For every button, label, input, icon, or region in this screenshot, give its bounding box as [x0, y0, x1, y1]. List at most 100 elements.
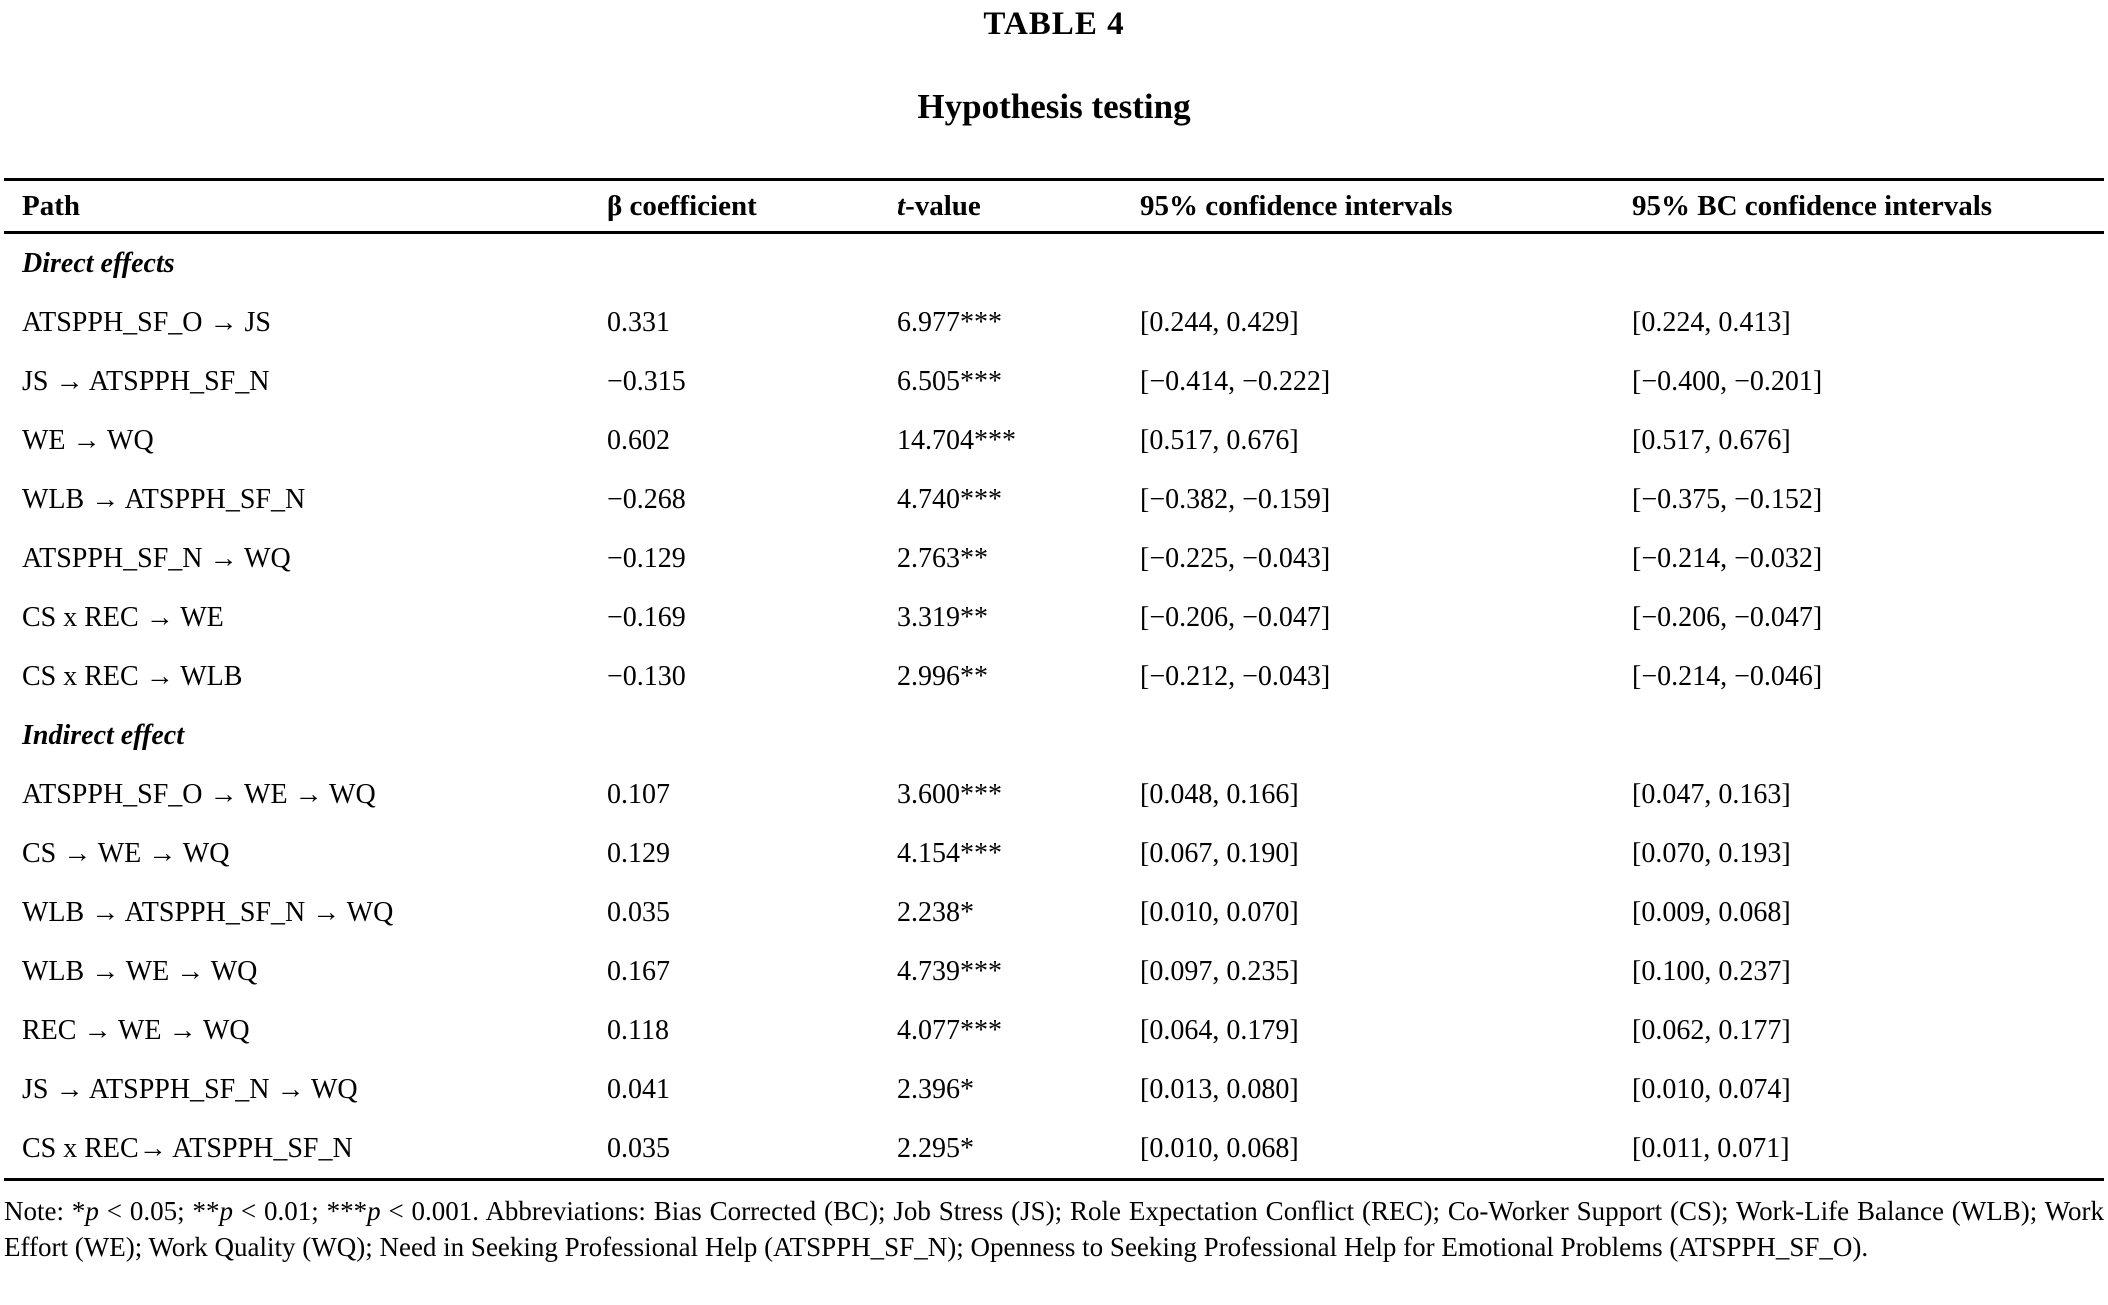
bc-ci-cell: [0.100, 0.237] — [1632, 955, 1791, 987]
path-cell: WLB → ATSPPH_SF_N — [22, 483, 306, 515]
data-row: JS → ATSPPH_SF_N → WQ 0.041 2.396* [0.013, … — [4, 1060, 2104, 1119]
data-row: CS x REC → WE −0.169 3.319** [−0.206, −0.04… — [4, 588, 2104, 647]
sig-2-stars: ** — [192, 1196, 220, 1226]
bc-ci-cell: [0.011, 0.071] — [1614, 1119, 2104, 1181]
beta-cell: 0.041 — [607, 1073, 670, 1105]
ci-cell: [0.064, 0.179] — [1140, 1014, 1299, 1046]
ci-cell: [−0.414, −0.222] — [1140, 365, 1331, 397]
t-value-cell: 4.154*** — [897, 837, 1002, 869]
ci-cell: [−0.225, −0.043] — [1140, 542, 1331, 574]
path-cell: JS → ATSPPH_SF_N → WQ — [22, 1073, 358, 1105]
ci-cell: [0.244, 0.429] — [1140, 306, 1299, 338]
sig-2-rest: < 0.01; — [232, 1196, 327, 1226]
beta-cell: −0.169 — [607, 601, 686, 633]
beta-cell: 0.602 — [607, 424, 670, 456]
column-header-t-value: t-value — [879, 178, 1122, 234]
bc-ci-cell: [0.224, 0.413] — [1632, 306, 1791, 338]
bc-ci-cell: [0.047, 0.163] — [1632, 778, 1791, 810]
ci-cell: [−0.382, −0.159] — [1140, 483, 1331, 515]
bc-ci-cell: [0.070, 0.193] — [1632, 837, 1791, 869]
beta-cell: 0.331 — [607, 306, 670, 338]
section-header-row: Indirect effect — [4, 706, 2104, 765]
bc-ci-cell: [−0.214, −0.046] — [1632, 660, 1823, 692]
data-row: ATSPPH_SF_N → WQ −0.129 2.763** [−0.225, −0… — [4, 529, 2104, 588]
data-row: ATSPPH_SF_O → JS 0.331 6.977*** [0.244, 0.4… — [4, 293, 2104, 352]
bc-ci-cell: [−0.206, −0.047] — [1632, 601, 1823, 633]
ci-cell: [0.517, 0.676] — [1140, 424, 1299, 456]
t-rest: -value — [905, 189, 981, 222]
t-value-cell: 2.996** — [897, 660, 988, 692]
section-header: Direct effects — [22, 247, 175, 279]
data-row: WLB → ATSPPH_SF_N −0.268 4.740*** [−0.382, … — [4, 470, 2104, 529]
path-cell: REC → WE → WQ — [22, 1014, 250, 1046]
t-value-cell: 2.295* — [879, 1119, 1122, 1181]
t-value-cell: 6.977*** — [897, 306, 1002, 338]
beta-cell: −0.130 — [607, 660, 686, 692]
note-label: Note: — [4, 1196, 72, 1226]
data-row: WE → WQ 0.602 14.704*** [0.517, 0.676] [0.51… — [4, 411, 2104, 470]
ci-cell: [0.067, 0.190] — [1140, 837, 1299, 869]
beta-cell: 0.118 — [607, 1014, 669, 1046]
table-body: Direct effects ATSPPH_SF_O → JS 0.331 6.977… — [4, 233, 2104, 1181]
ci-cell: [0.097, 0.235] — [1140, 955, 1299, 987]
data-row: ATSPPH_SF_O → WE → WQ 0.107 3.600*** [0.048… — [4, 765, 2104, 824]
beta-cell: 0.167 — [607, 955, 670, 987]
column-header-ci: 95% confidence intervals — [1122, 178, 1614, 234]
data-row: CS x REC → WLB −0.130 2.996** [−0.212, −0.0… — [4, 647, 2104, 706]
ci-cell: [0.010, 0.068] — [1122, 1119, 1614, 1181]
table-header: Path β coefficient t-value 95% confidenc… — [4, 178, 2104, 234]
column-header-beta: β coefficient — [589, 178, 879, 234]
t-value-cell: 4.740*** — [897, 483, 1002, 515]
ci-cell: [0.013, 0.080] — [1140, 1073, 1299, 1105]
path-cell: CS x REC → WLB — [22, 660, 243, 692]
data-row: WLB → WE → WQ 0.167 4.739*** [0.097, 0.235]… — [4, 942, 2104, 1001]
ci-cell: [0.010, 0.070] — [1140, 896, 1299, 928]
t-value-cell: 6.505*** — [897, 365, 1002, 397]
sig-3-p: p — [367, 1196, 381, 1226]
ci-cell: [0.048, 0.166] — [1140, 778, 1299, 810]
t-value-cell: 2.396* — [897, 1073, 974, 1105]
table-caption: Hypothesis testing — [917, 87, 1191, 126]
beta-cell: −0.315 — [607, 365, 686, 397]
bc-ci-cell: [0.062, 0.177] — [1632, 1014, 1791, 1046]
sig-2-p: p — [219, 1196, 233, 1226]
section-header: Indirect effect — [22, 719, 184, 751]
beta-cell: −0.268 — [607, 483, 686, 515]
t-value-cell: 2.238* — [897, 896, 974, 928]
beta-cell: 0.107 — [607, 778, 670, 810]
sig-3-rest: < 0.001. — [380, 1196, 486, 1226]
data-row: CS → WE → WQ 0.129 4.154*** [0.067, 0.190] [… — [4, 824, 2104, 883]
path-cell: WE → WQ — [22, 424, 154, 456]
bc-ci-cell: [0.010, 0.074] — [1632, 1073, 1791, 1105]
path-cell: CS → WE → WQ — [22, 837, 230, 869]
column-header-bc-ci: 95% BC confidence intervals — [1614, 178, 2104, 234]
bc-ci-cell: [0.009, 0.068] — [1632, 896, 1791, 928]
table-label: TABLE 4 — [983, 6, 1125, 42]
sig-1-rest: < 0.05; — [98, 1196, 193, 1226]
beta-cell: 0.035 — [589, 1119, 879, 1181]
path-cell: JS → ATSPPH_SF_N — [22, 365, 270, 397]
sig-1-stars: * — [71, 1196, 86, 1226]
data-row: JS → ATSPPH_SF_N −0.315 6.505*** [−0.414, −… — [4, 352, 2104, 411]
ci-cell: [−0.206, −0.047] — [1140, 601, 1331, 633]
path-cell: CS x REC→ ATSPPH_SF_N — [4, 1119, 589, 1181]
t-value-cell: 3.600*** — [897, 778, 1002, 810]
bc-ci-cell: [−0.375, −0.152] — [1632, 483, 1823, 515]
data-row: WLB → ATSPPH_SF_N → WQ 0.035 2.238* [0.010,… — [4, 883, 2104, 942]
sig-1-p: p — [85, 1196, 99, 1226]
path-cell: WLB → ATSPPH_SF_N → WQ — [22, 896, 394, 928]
t-value-cell: 4.739*** — [897, 955, 1002, 987]
t-value-cell: 3.319** — [897, 601, 988, 633]
path-cell: ATSPPH_SF_O → JS — [22, 306, 271, 338]
hypothesis-table: Path β coefficient t-value 95% confidenc… — [4, 178, 2104, 1181]
beta-cell: 0.035 — [607, 896, 670, 928]
t-value-cell: 2.763** — [897, 542, 988, 574]
t-value-cell: 14.704*** — [897, 424, 1016, 456]
table-note: Note: *p < 0.05; **p < 0.01; ***p < 0.00… — [4, 1193, 2104, 1265]
sig-3-stars: *** — [326, 1196, 368, 1226]
t-value-cell: 4.077*** — [897, 1014, 1002, 1046]
bc-ci-cell: [−0.400, −0.201] — [1632, 365, 1823, 397]
note-abbreviations: Abbreviations: Bias Corrected (BC); Job … — [4, 1196, 2104, 1262]
ci-cell: [−0.212, −0.043] — [1140, 660, 1331, 692]
path-cell: CS x REC → WE — [22, 601, 224, 633]
